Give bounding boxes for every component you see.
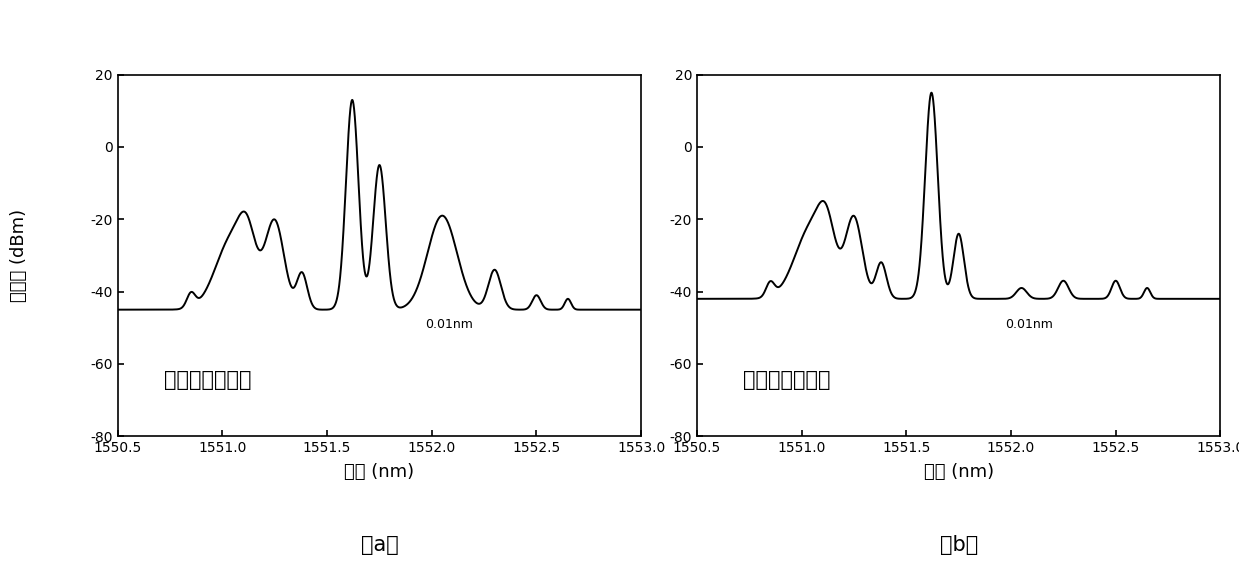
Text: 光功率 (dBm): 光功率 (dBm) — [10, 209, 27, 302]
Text: 未使用光滤波器: 未使用光滤波器 — [164, 370, 252, 390]
Text: 0.01nm: 0.01nm — [1005, 318, 1053, 331]
Text: （b）: （b） — [939, 535, 978, 555]
X-axis label: 波长 (nm): 波长 (nm) — [923, 463, 994, 482]
Text: 使用光滤波器后: 使用光滤波器后 — [743, 370, 830, 390]
X-axis label: 波长 (nm): 波长 (nm) — [344, 463, 415, 482]
Text: 0.01nm: 0.01nm — [425, 318, 473, 331]
Text: （a）: （a） — [361, 535, 398, 555]
